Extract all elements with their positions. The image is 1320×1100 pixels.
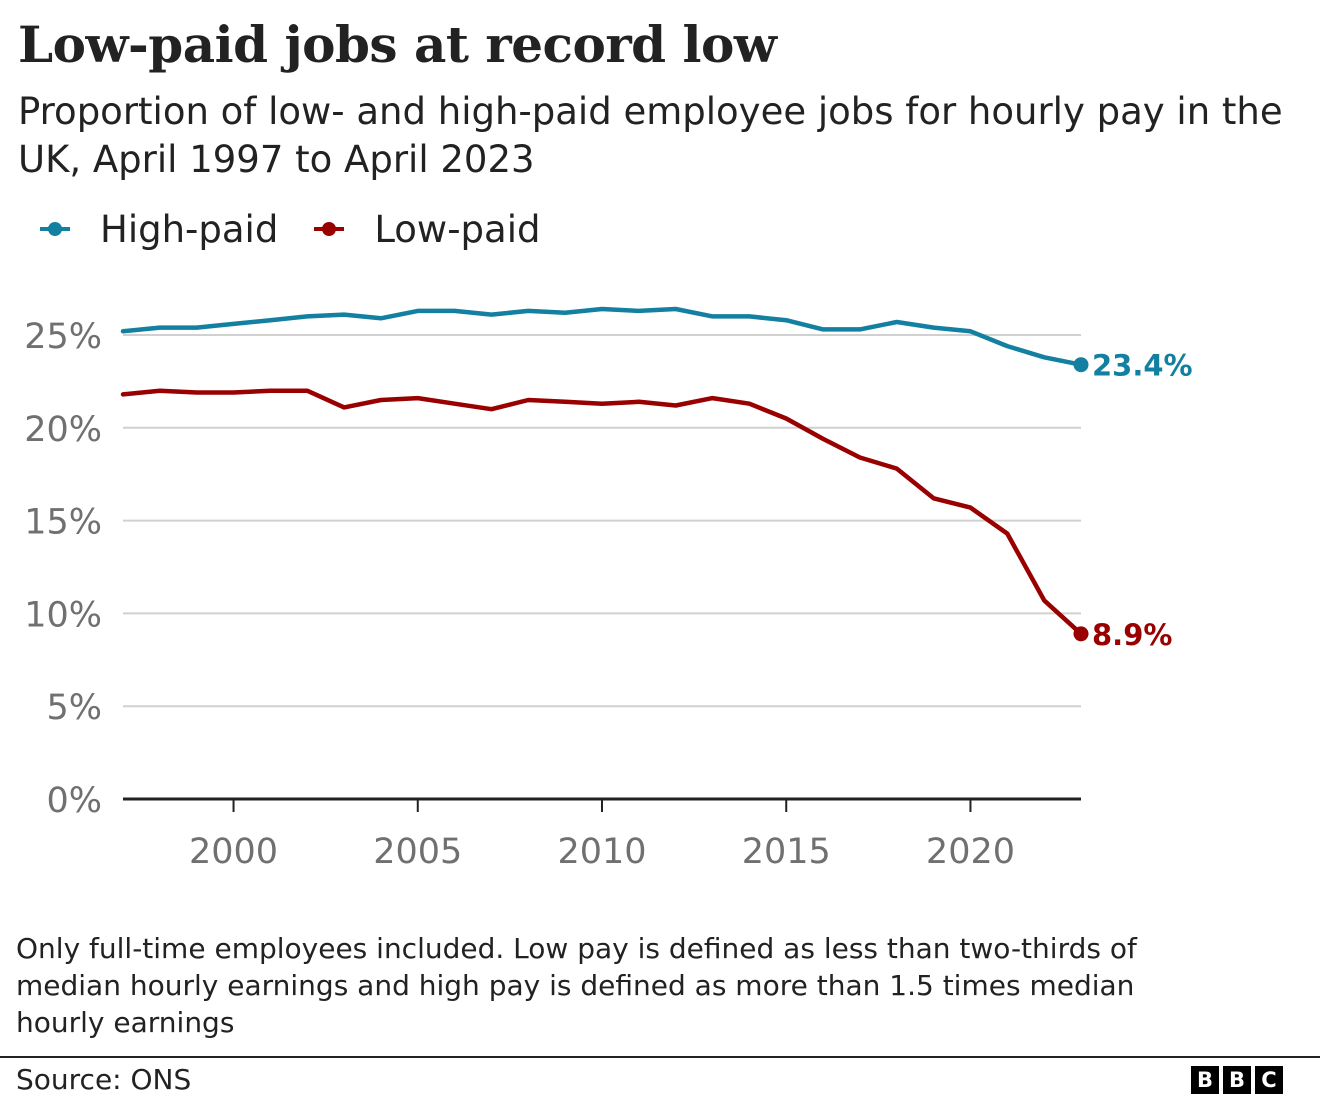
legend-swatch-low-paid [314, 218, 345, 240]
series-line-low-paid [120, 388, 1084, 637]
legend-item-high-paid: High-paid [40, 208, 278, 251]
y-tick-label-25: 25% [24, 317, 102, 357]
legend-dot-high-paid [48, 222, 62, 236]
series-lines: 23.4% 8.9% [120, 306, 1193, 652]
x-tick-label-2020: 2020 [926, 832, 1015, 872]
x-tick-label-2010: 2010 [557, 832, 646, 872]
legend-label-high-paid: High-paid [100, 207, 279, 251]
y-tick-label-15: 15% [24, 503, 102, 543]
line-chart: 0% 5% 10% 15% 20% 25% 2000 2005 2010 2015 2020 23… [24, 306, 1193, 872]
bbc-logo-letter-b2: B [1223, 1066, 1251, 1094]
y-tick-label-0: 0% [46, 781, 102, 821]
end-label-low-paid: 8.9% [1092, 618, 1172, 652]
y-tick-label-20: 20% [24, 410, 102, 450]
series-line-high-paid [120, 306, 1084, 367]
y-axis-ticks: 0% 5% 10% 15% 20% 25% [24, 317, 102, 821]
chart-subtitle: Proportion of low- and high-paid employe… [18, 90, 1283, 181]
bbc-logo: B B C [1191, 1066, 1283, 1094]
legend-swatch-high-paid [40, 218, 70, 240]
legend: High-paid Low-paid [40, 204, 576, 254]
x-tick-label-2005: 2005 [373, 832, 462, 872]
legend-label-low-paid: Low-paid [374, 207, 541, 251]
footer-divider [0, 1056, 1320, 1058]
end-point-high-paid [1073, 357, 1089, 373]
x-axis-ticks: 2000 2005 2010 2015 2020 [189, 799, 1015, 872]
source-text: Source: ONS [16, 1063, 192, 1096]
legend-dot-low-paid [322, 222, 337, 236]
footnote: Only full-time employees included. Low p… [16, 932, 1137, 1039]
chart-title: Low-paid jobs at record low [18, 15, 777, 74]
y-tick-label-5: 5% [46, 688, 102, 728]
end-point-low-paid [1073, 626, 1089, 642]
end-label-high-paid: 23.4% [1092, 349, 1193, 383]
legend-item-low-paid: Low-paid [314, 208, 540, 251]
x-tick-label-2000: 2000 [189, 832, 278, 872]
y-tick-label-10: 10% [24, 595, 102, 635]
bbc-logo-letter-c: C [1255, 1066, 1283, 1094]
bbc-logo-letter-b1: B [1191, 1066, 1219, 1094]
x-tick-label-2015: 2015 [742, 832, 831, 872]
